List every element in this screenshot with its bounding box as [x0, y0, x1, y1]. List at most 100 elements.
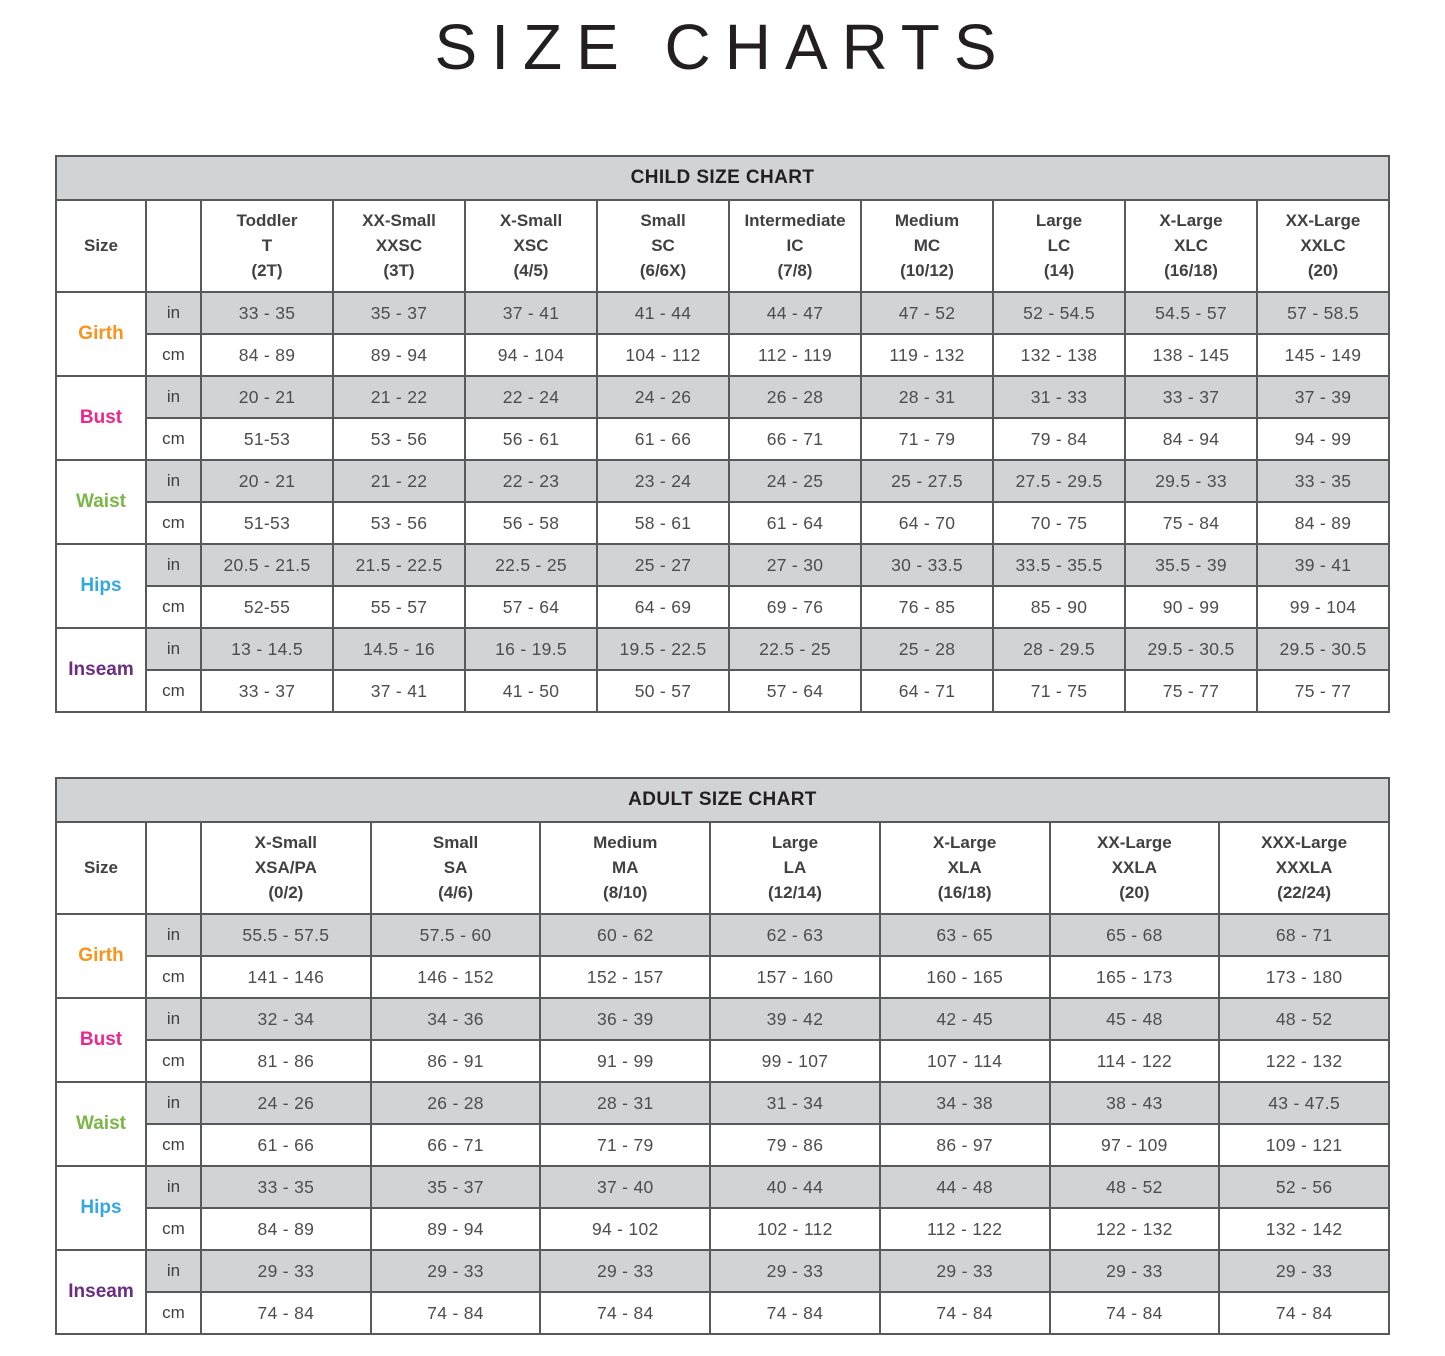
child-inseam-in-value: 19.5 - 22.5	[596, 627, 730, 672]
adult-bust-cm-value: 114 - 122	[1048, 1039, 1221, 1084]
child-girth-cm-value: 138 - 145	[1124, 333, 1258, 378]
child-size-column-header-ic: Intermediate IC (7/8)	[728, 199, 862, 294]
adult-hips-in-value: 48 - 52	[1048, 1165, 1221, 1210]
child-measurement-label-inseam: Inseam	[55, 627, 147, 714]
adult-size-column-header-xxxla: XXX-Large XXXLA (22/24)	[1218, 821, 1390, 916]
child-inseam-cm-value: 50 - 57	[596, 669, 730, 714]
adult-girth-cm-value: 165 - 173	[1048, 955, 1221, 1000]
child-bust-in-value: 20 - 21	[200, 375, 334, 420]
child-inseam-in-value: 28 - 29.5	[992, 627, 1126, 672]
adult-waist-in-value: 38 - 43	[1048, 1081, 1221, 1126]
adult-girth-in-value: 57.5 - 60	[369, 913, 542, 958]
child-girth-in-row: Girth in 33 - 35 35 - 37 37 - 41 41 - 44 44 - …	[55, 291, 1390, 378]
child-hips-in-value: 27 - 30	[728, 543, 862, 588]
adult-size-column-header-xxla: XX-Large XXLA (20)	[1048, 821, 1221, 916]
child-waist-in-value: 22 - 23	[464, 459, 598, 504]
adult-bust-unit-cm: cm	[145, 1039, 202, 1084]
child-size-chart-table: CHILD SIZE CHART Size Toddler T (2T) XX-Small…	[55, 155, 1390, 714]
child-waist-cm-row: cm 51-53 53 - 56 56 - 58 58 - 61 61 - 64 64 - …	[56, 501, 1390, 546]
child-inseam-in-value: 22.5 - 25	[728, 627, 862, 672]
adult-waist-cm-value: 97 - 109	[1048, 1123, 1221, 1168]
child-waist-cm-value: 56 - 58	[464, 501, 598, 546]
adult-measurement-label-inseam: Inseam	[55, 1249, 147, 1336]
child-unit-column-header	[145, 199, 202, 294]
child-hips-cm-value: 64 - 69	[596, 585, 730, 630]
child-waist-cm-value: 64 - 70	[860, 501, 994, 546]
child-hips-unit-in: in	[145, 543, 202, 588]
size-column-header-line: LC	[1047, 235, 1071, 255]
child-waist-in-value: 24 - 25	[728, 459, 862, 504]
child-hips-in-value: 35.5 - 39	[1124, 543, 1258, 588]
size-column-header-line: (22/24)	[1277, 882, 1332, 902]
adult-inseam-in-value: 29 - 33	[369, 1249, 542, 1294]
adult-bust-in-value: 48 - 52	[1218, 997, 1390, 1042]
size-column-header-line: XXSC	[375, 235, 423, 255]
size-column-header-line: XSA/PA	[254, 857, 317, 877]
child-waist-in-value: 23 - 24	[596, 459, 730, 504]
child-inseam-in-row: Inseam in 13 - 14.5 14.5 - 16 16 - 19.5 19.5 …	[55, 627, 1390, 714]
size-column-header-line: Small	[432, 833, 479, 853]
adult-girth-in-value: 63 - 65	[878, 913, 1051, 958]
child-bust-cm-value: 71 - 79	[860, 417, 994, 462]
adult-size-column-header-xsa-pa: X-Small XSA/PA (0/2)	[200, 821, 372, 916]
child-girth-cm-value: 104 - 112	[596, 333, 730, 378]
adult-waist-cm-value: 71 - 79	[539, 1123, 712, 1168]
size-column-header-line: (7/8)	[777, 260, 813, 280]
child-bust-in-value: 33 - 37	[1124, 375, 1258, 420]
child-hips-cm-value: 57 - 64	[464, 585, 598, 630]
child-inseam-cm-value: 75 - 77	[1256, 669, 1390, 714]
size-column-header-line: Medium	[593, 833, 658, 853]
child-girth-in-value: 47 - 52	[860, 291, 994, 336]
child-waist-in-value: 25 - 27.5	[860, 459, 994, 504]
adult-hips-in-value: 44 - 48	[878, 1165, 1051, 1210]
adult-hips-cm-value: 94 - 102	[539, 1207, 712, 1252]
adult-girth-cm-value: 157 - 160	[709, 955, 881, 1000]
adult-measurement-label-waist: Waist	[55, 1081, 147, 1168]
child-bust-cm-value: 61 - 66	[596, 417, 730, 462]
size-column-header-line: XSC	[513, 235, 549, 255]
adult-size-column-header-la: Large LA (12/14)	[709, 821, 881, 916]
page-title: SIZE CHARTS	[434, 11, 1011, 83]
child-bust-in-value: 37 - 39	[1256, 375, 1390, 420]
adult-unit-column-header	[145, 821, 202, 916]
child-bust-cm-value: 94 - 99	[1256, 417, 1390, 462]
size-column-header-line: T	[261, 235, 273, 255]
size-column-header-line: MC	[913, 235, 941, 255]
adult-girth-cm-value: 173 - 180	[1218, 955, 1390, 1000]
size-column-header-line: (6/6X)	[639, 260, 687, 280]
adult-inseam-cm-value: 74 - 84	[200, 1291, 372, 1336]
child-bust-in-value: 28 - 31	[860, 375, 994, 420]
adult-girth-unit-cm: cm	[145, 955, 202, 1000]
child-hips-in-value: 22.5 - 25	[464, 543, 598, 588]
child-bust-in-row: Bust in 20 - 21 21 - 22 22 - 24 24 - 26 26 - 2…	[55, 375, 1390, 462]
child-girth-cm-value: 84 - 89	[200, 333, 334, 378]
adult-inseam-in-value: 29 - 33	[1218, 1249, 1390, 1294]
adult-bust-in-row: Bust in 32 - 34 34 - 36 36 - 39 39 - 42 42 - 4…	[55, 997, 1390, 1084]
child-bust-unit-in: in	[145, 375, 202, 420]
adult-inseam-cm-value: 74 - 84	[1048, 1291, 1221, 1336]
child-inseam-in-value: 16 - 19.5	[464, 627, 598, 672]
child-waist-in-row: Waist in 20 - 21 21 - 22 22 - 23 23 - 24 24 - …	[55, 459, 1390, 546]
child-inseam-in-value: 29.5 - 30.5	[1256, 627, 1390, 672]
child-hips-in-value: 30 - 33.5	[860, 543, 994, 588]
child-inseam-in-value: 29.5 - 30.5	[1124, 627, 1258, 672]
adult-girth-cm-value: 160 - 165	[878, 955, 1051, 1000]
adult-bust-cm-value: 122 - 132	[1218, 1039, 1390, 1084]
child-waist-cm-value: 58 - 61	[596, 501, 730, 546]
size-column-header-line: XX-Large	[1285, 211, 1361, 231]
child-inseam-cm-value: 64 - 71	[860, 669, 994, 714]
child-girth-cm-value: 112 - 119	[728, 333, 862, 378]
size-column-header-line: SA	[443, 857, 468, 877]
adult-bust-cm-value: 91 - 99	[539, 1039, 712, 1084]
size-column-header-line: X-Small	[499, 211, 563, 231]
child-hips-cm-value: 90 - 99	[1124, 585, 1258, 630]
child-girth-cm-value: 89 - 94	[332, 333, 466, 378]
child-bust-unit-cm: cm	[145, 417, 202, 462]
adult-waist-in-value: 43 - 47.5	[1218, 1081, 1390, 1126]
adult-waist-cm-value: 66 - 71	[369, 1123, 542, 1168]
child-girth-in-value: 33 - 35	[200, 291, 334, 336]
child-girth-unit-cm: cm	[145, 333, 202, 378]
child-hips-in-value: 33.5 - 35.5	[992, 543, 1126, 588]
adult-hips-in-value: 33 - 35	[200, 1165, 372, 1210]
child-inseam-cm-value: 37 - 41	[332, 669, 466, 714]
